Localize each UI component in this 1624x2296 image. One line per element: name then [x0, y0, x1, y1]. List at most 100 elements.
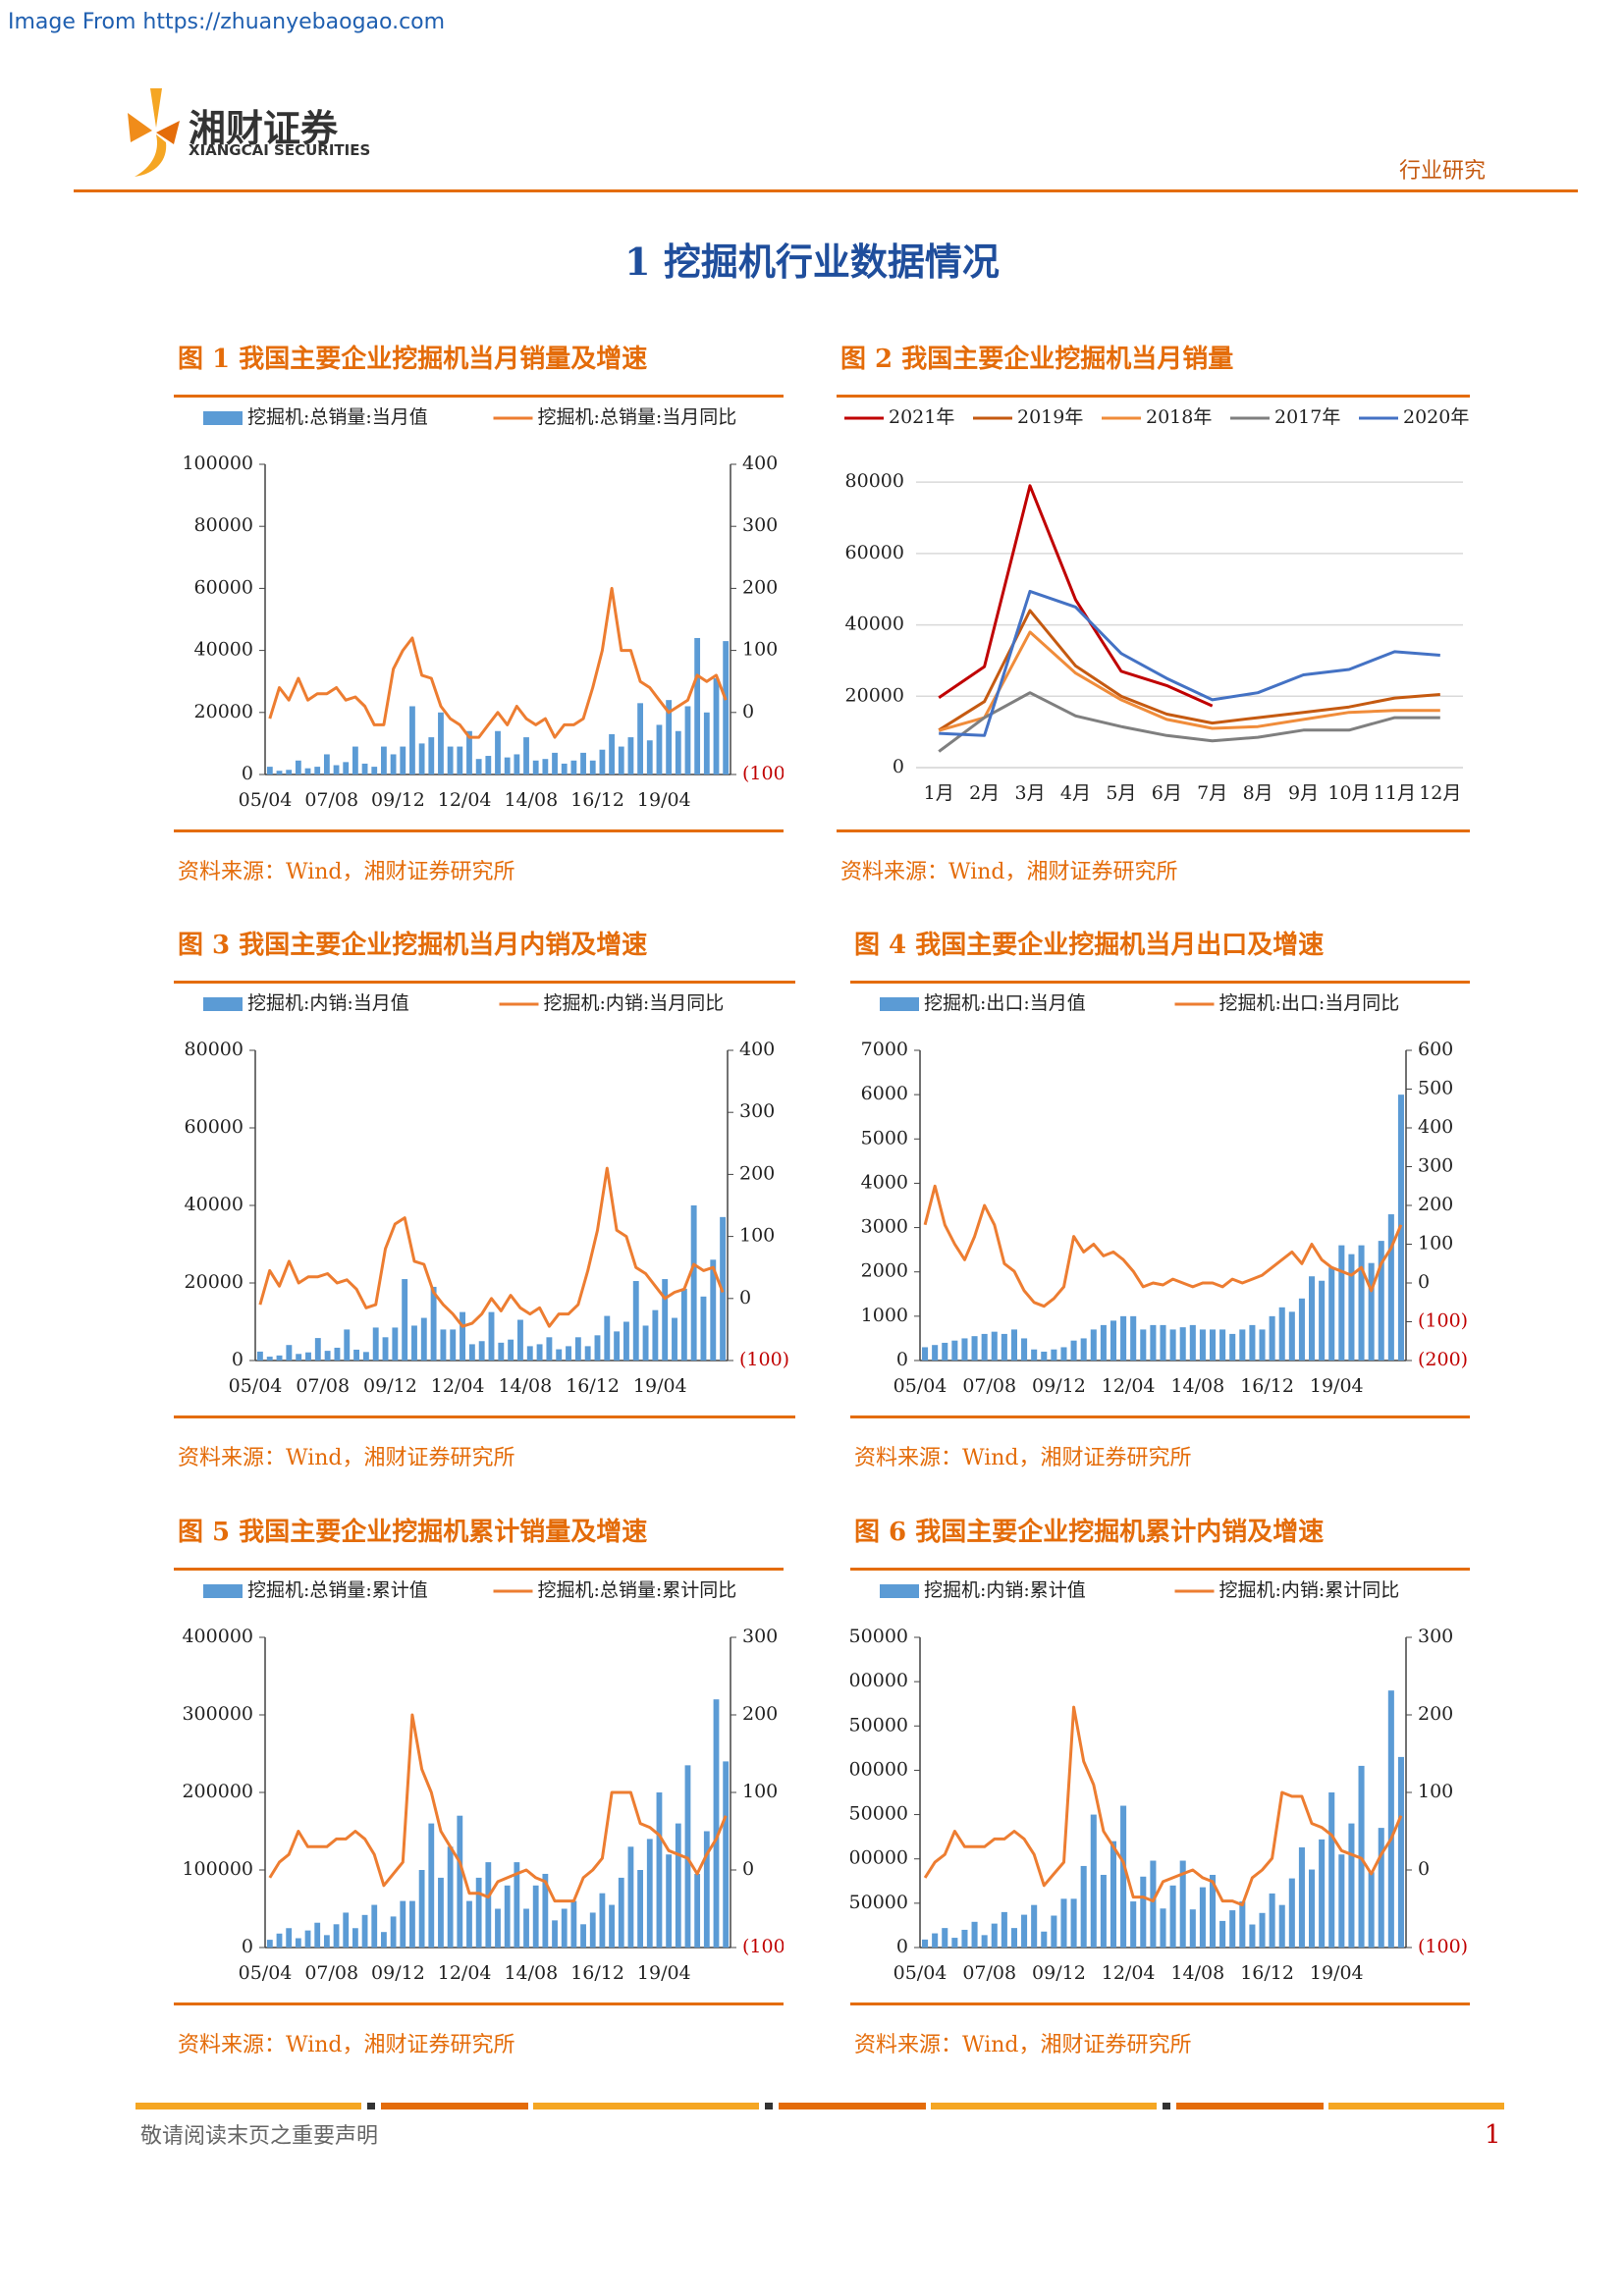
- bar: [589, 760, 596, 774]
- bar: [922, 1939, 929, 1948]
- bar: [684, 706, 691, 774]
- bar: [1338, 1854, 1345, 1948]
- x-tick-label: 12/04: [1102, 1375, 1156, 1397]
- bar: [1319, 1839, 1326, 1948]
- bar: [646, 740, 653, 774]
- y-tick-label: 0: [893, 756, 904, 777]
- chart: 0 20000 40000 60000 80000 1月 2月 3月 4月 5月 6月 7月 8月 9月 1…: [844, 406, 1469, 804]
- bar: [1358, 1245, 1365, 1361]
- bar: [517, 1319, 523, 1361]
- rule: [850, 1568, 1470, 1571]
- bar: [932, 1933, 939, 1948]
- bar: [1249, 1324, 1256, 1361]
- bar: [1298, 1846, 1305, 1948]
- bar: [1298, 1298, 1305, 1361]
- bar: [400, 746, 406, 774]
- legend-label: 2018年: [1146, 406, 1212, 428]
- bar: [1219, 1329, 1226, 1361]
- y2-tick-label: 600: [1418, 1039, 1453, 1060]
- y2-tick-label: 200: [739, 1162, 775, 1184]
- bar: [552, 752, 558, 774]
- bar: [666, 700, 673, 774]
- chart-source: 资料来源：Wind，湘财证券研究所: [854, 2033, 1192, 2057]
- x-tick-label: 07/08: [962, 1375, 1016, 1397]
- bar: [295, 760, 301, 774]
- chart-title: 图 4 我国主要企业挖掘机当月出口及增速: [854, 931, 1325, 960]
- bar: [1328, 1267, 1335, 1361]
- bar: [390, 1916, 397, 1948]
- x-tick-label: 16/12: [1240, 1962, 1294, 1984]
- series-line: [938, 630, 1440, 732]
- bar: [523, 1908, 529, 1948]
- bar: [1060, 1898, 1067, 1948]
- bar: [690, 1205, 697, 1361]
- bar: [1189, 1324, 1196, 1361]
- bar: [296, 1354, 302, 1361]
- bar: [514, 1862, 520, 1948]
- y2-tick-label: (100): [1418, 1310, 1468, 1332]
- y2-tick-label: 200: [742, 1703, 778, 1725]
- y-tick-label: 60000: [194, 576, 253, 598]
- legend-label: 挖掘机:内销:当月同比: [544, 992, 725, 1014]
- x-tick-label: 14/08: [498, 1375, 552, 1397]
- y-tick-label: 40000: [194, 639, 253, 661]
- bar: [580, 752, 586, 774]
- bar: [570, 760, 577, 774]
- bar: [637, 703, 644, 774]
- bar: [447, 746, 454, 774]
- bar: [1209, 1874, 1217, 1948]
- x-tick-label: 10月: [1327, 782, 1370, 804]
- legend-label: 2020年: [1403, 406, 1469, 428]
- y-tick-label: 100000: [182, 1858, 253, 1880]
- chart-block: 图 1 我国主要企业挖掘机当月销量及增速 资料来源：Wind，湘财证券研究所 0 20…: [174, 339, 784, 888]
- bar: [609, 733, 615, 774]
- bar: [694, 637, 701, 774]
- bar: [1199, 1887, 1206, 1948]
- bar: [409, 1900, 415, 1948]
- bar: [680, 1288, 687, 1361]
- x-tick-label: 16/12: [570, 789, 624, 811]
- y2-tick-label: (100): [1418, 1936, 1468, 1957]
- bar: [371, 767, 378, 774]
- bar: [266, 1940, 273, 1948]
- y2-tick-label: 0: [742, 1858, 754, 1880]
- x-tick-label: 12月: [1419, 782, 1461, 804]
- bar: [402, 1279, 408, 1361]
- logo-en: XIANGCAI SECURITIES: [189, 141, 371, 159]
- bar: [438, 712, 444, 774]
- bar: [352, 746, 358, 774]
- rule: [837, 395, 1470, 398]
- bar: [495, 1908, 501, 1948]
- bar: [361, 1914, 368, 1948]
- y-tick-label: 60000: [185, 1116, 244, 1138]
- bar: [599, 1893, 606, 1948]
- chart-source: 资料来源：Wind，湘财证券研究所: [178, 860, 515, 884]
- bar: [314, 1338, 321, 1361]
- y-tick-label: 400000: [182, 1626, 253, 1647]
- bar: [710, 1259, 717, 1361]
- rule: [174, 1415, 795, 1418]
- bar: [1080, 1338, 1087, 1361]
- bar: [594, 1335, 601, 1361]
- y2-tick-label: 0: [742, 701, 754, 722]
- bar: [1051, 1915, 1057, 1948]
- bar: [1169, 1885, 1176, 1948]
- bar: [723, 641, 730, 774]
- chart-block: 图 2 我国主要企业挖掘机当月销量 资料来源：Wind，湘财证券研究所 0 20000…: [837, 339, 1470, 888]
- bar: [428, 737, 435, 774]
- bar: [438, 1877, 444, 1948]
- x-tick-label: 14/08: [504, 789, 558, 811]
- x-tick-label: 19/04: [637, 789, 691, 811]
- bar: [504, 1885, 511, 1948]
- bar: [1110, 1320, 1117, 1361]
- bar: [1239, 1329, 1246, 1361]
- bar: [580, 1924, 586, 1948]
- bar: [1150, 1324, 1157, 1361]
- bar: [618, 1877, 624, 1948]
- bar: [418, 1870, 425, 1948]
- y-tick-label: 3000: [861, 1216, 908, 1238]
- x-tick-label: 09/12: [1032, 1375, 1086, 1397]
- bar: [323, 754, 330, 774]
- bar: [703, 1831, 710, 1948]
- x-tick-label: 19/04: [637, 1962, 691, 1984]
